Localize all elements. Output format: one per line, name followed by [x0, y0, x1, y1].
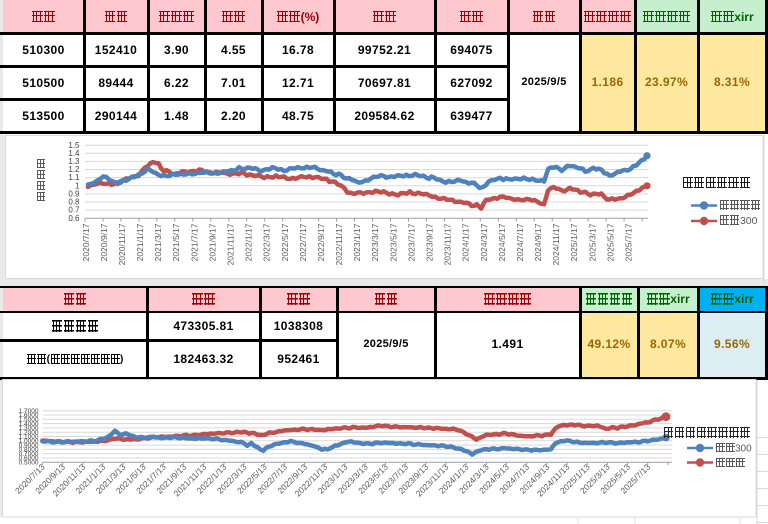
svg-text:2023/7/17: 2023/7/17 — [406, 223, 416, 261]
svg-text:2023/1/17: 2023/1/17 — [352, 223, 362, 261]
svg-text:2022/7/17: 2022/7/17 — [298, 223, 308, 261]
svg-text:2022/3/17: 2022/3/17 — [262, 223, 272, 261]
svg-text:2021/11/17: 2021/11/17 — [226, 223, 236, 265]
svg-text:2021/7/17: 2021/7/17 — [189, 223, 199, 261]
svg-text:0.9: 0.9 — [68, 190, 80, 199]
svg-text:2020/7/17: 2020/7/17 — [81, 223, 91, 261]
svg-text:0.6: 0.6 — [68, 214, 80, 223]
svg-text:2024/11/17: 2024/11/17 — [551, 223, 561, 265]
svg-text:1.0000: 1.0000 — [19, 438, 39, 445]
svg-text:1.4: 1.4 — [68, 149, 80, 158]
svg-text:2022/11/17: 2022/11/17 — [334, 223, 344, 265]
svg-text:1.5: 1.5 — [68, 141, 80, 150]
svg-text:1.1: 1.1 — [68, 173, 80, 182]
svg-text:2023/9/17: 2023/9/17 — [425, 223, 435, 261]
svg-text:2024/7/17: 2024/7/17 — [515, 223, 525, 261]
svg-text:2020/9/17: 2020/9/17 — [99, 223, 109, 261]
svg-text:1.7000: 1.7000 — [19, 408, 39, 415]
svg-text:1.6000: 1.6000 — [19, 412, 39, 419]
svg-text:1.4000: 1.4000 — [19, 421, 39, 428]
svg-text:2025/7/17: 2025/7/17 — [624, 223, 634, 261]
svg-text:2023/5/17: 2023/5/17 — [388, 223, 398, 261]
svg-text:1.2: 1.2 — [68, 165, 80, 174]
svg-text:2025/1/17: 2025/1/17 — [569, 223, 579, 261]
svg-text:1.1000: 1.1000 — [19, 434, 39, 441]
svg-text:2022/1/17: 2022/1/17 — [244, 223, 254, 261]
svg-text:0.5000: 0.5000 — [19, 460, 39, 467]
svg-text:1: 1 — [75, 181, 80, 190]
svg-text:2024/1/17: 2024/1/17 — [461, 223, 471, 261]
svg-text:2025/5/17: 2025/5/17 — [605, 223, 615, 261]
svg-text:0.8: 0.8 — [68, 198, 80, 207]
svg-text:2025/3/17: 2025/3/17 — [587, 223, 597, 261]
svg-text:2023/11/17: 2023/11/17 — [443, 223, 453, 265]
svg-text:0.8000: 0.8000 — [19, 447, 39, 454]
svg-text:2021/9/17: 2021/9/17 — [207, 223, 217, 261]
svg-text:0.7: 0.7 — [68, 206, 80, 215]
svg-text:1.5000: 1.5000 — [19, 417, 39, 424]
svg-text:2021/1/17: 2021/1/17 — [135, 223, 145, 261]
svg-text:1.3000: 1.3000 — [19, 425, 39, 432]
svg-text:0.7000: 0.7000 — [19, 451, 39, 458]
svg-text:2021/5/17: 2021/5/17 — [171, 223, 181, 261]
svg-text:2024/5/17: 2024/5/17 — [497, 223, 507, 261]
svg-text:1.2000: 1.2000 — [19, 429, 39, 436]
svg-text:2022/5/17: 2022/5/17 — [280, 223, 290, 261]
svg-text:2024/9/17: 2024/9/17 — [533, 223, 543, 261]
svg-text:2023/3/17: 2023/3/17 — [370, 223, 380, 261]
svg-text:2024/3/17: 2024/3/17 — [479, 223, 489, 261]
svg-text:2020/11/17: 2020/11/17 — [117, 223, 127, 265]
svg-text:2022/9/17: 2022/9/17 — [316, 223, 326, 261]
svg-text:0.6000: 0.6000 — [19, 455, 39, 462]
svg-text:0.9000: 0.9000 — [19, 442, 39, 449]
svg-text:2021/3/17: 2021/3/17 — [153, 223, 163, 261]
svg-text:1.3: 1.3 — [68, 157, 80, 166]
